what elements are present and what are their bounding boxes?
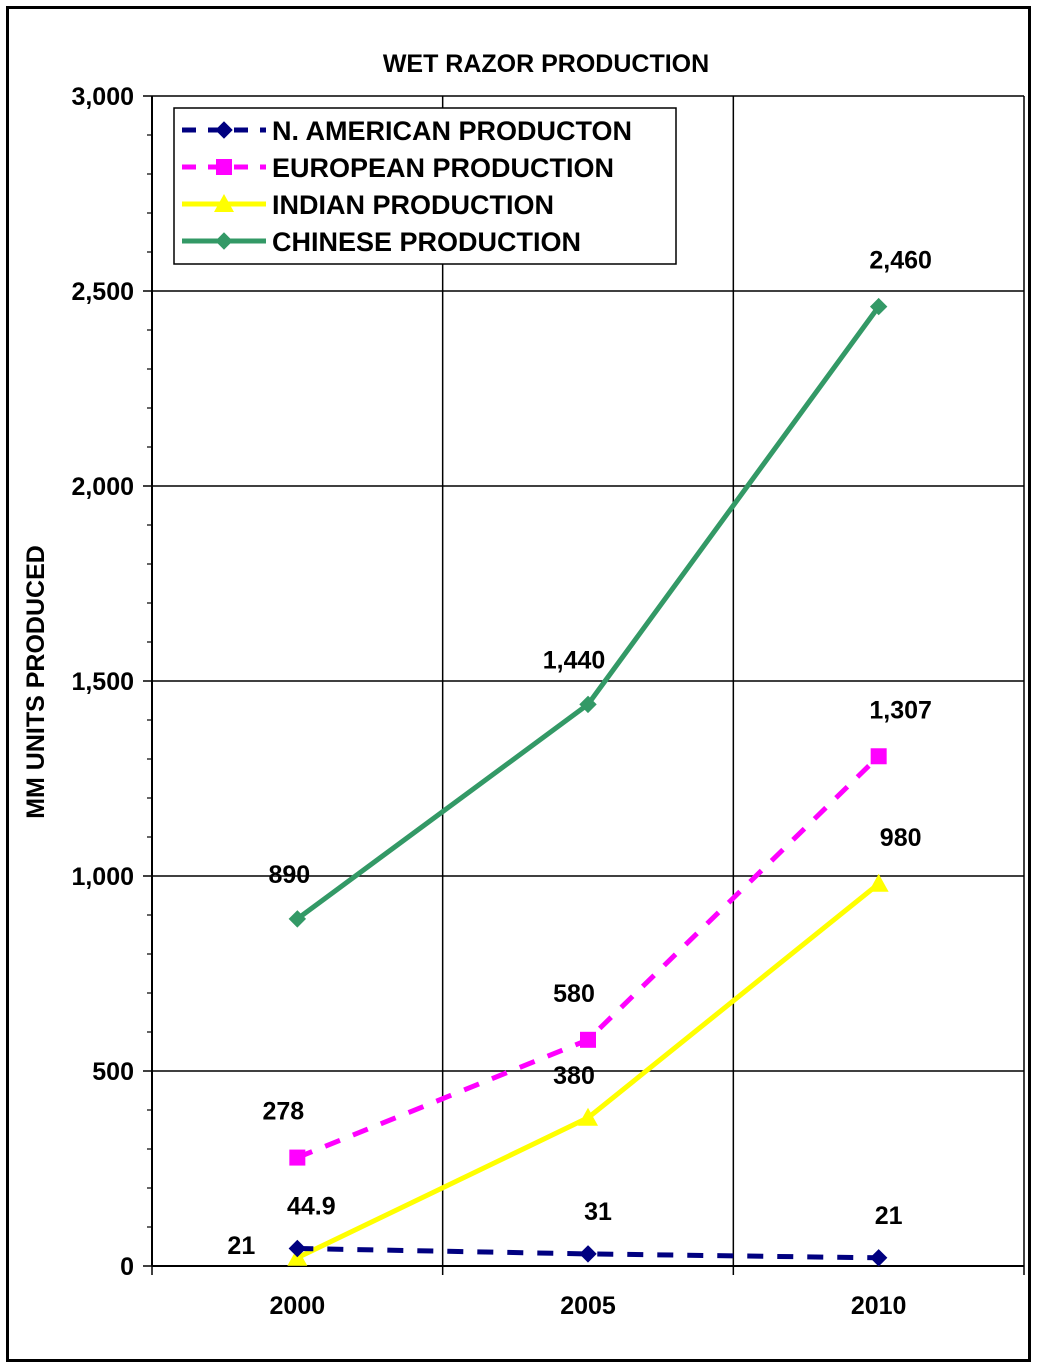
y-tick-label: 0 (120, 1253, 134, 1281)
series-layer: 44.9 31 21 278 580 1,307 21 380 980 890 1,440 2,460 (227, 247, 932, 1267)
data-label: 580 (553, 980, 595, 1008)
axes: 0 500 1,000 1,500 2,000 2,500 3,000 2000 2005 201… (71, 83, 1025, 1320)
legend-marker (214, 194, 234, 212)
y-tick-label: 2,500 (71, 278, 134, 306)
data-point (580, 1031, 596, 1048)
series-3 (288, 297, 888, 928)
legend-entry: EUROPEAN PRODUCTION (182, 153, 614, 183)
legend-box (173, 107, 677, 265)
legend-marker (215, 121, 233, 139)
legend-marker (216, 159, 232, 175)
series-2 (287, 873, 889, 1266)
data-point (579, 695, 597, 714)
y-tick-label: 500 (92, 1058, 134, 1086)
data-point (870, 748, 887, 765)
y-tick-label: 1,000 (71, 863, 134, 891)
data-point (869, 1249, 888, 1267)
data-label: 44.9 (287, 1192, 336, 1220)
legend: N. AMERICAN PRODUCTON EUROPEAN PRODUCTION… (173, 107, 677, 265)
data-label: 1,440 (543, 646, 606, 674)
x-tick-label: 2000 (270, 1292, 326, 1320)
y-tick-label: 3,000 (71, 83, 134, 111)
data-point (289, 1149, 306, 1166)
data-point (288, 910, 307, 928)
legend-label: CHINESE PRODUCTION (272, 227, 581, 257)
chart-title: WET RAZOR PRODUCTION (383, 50, 709, 78)
series-1 (289, 748, 887, 1166)
series-line (297, 1245, 879, 1261)
data-point (578, 1107, 598, 1126)
legend-label: N. AMERICAN PRODUCTON (272, 116, 632, 146)
x-tick-label: 2005 (560, 1292, 616, 1320)
legend-label: INDIAN PRODUCTION (272, 190, 554, 220)
data-label: 2,460 (869, 247, 932, 275)
data-label: 21 (227, 1232, 255, 1260)
y-tick-label: 1,500 (71, 668, 134, 696)
data-label: 890 (268, 861, 310, 889)
legend-entry: N. AMERICAN PRODUCTON (182, 116, 632, 146)
legend-entry: INDIAN PRODUCTION (182, 190, 554, 220)
legend-label: EUROPEAN PRODUCTION (272, 153, 614, 183)
series-0 (288, 1239, 888, 1267)
data-point (868, 873, 889, 892)
data-label: 31 (584, 1198, 612, 1226)
data-label: 380 (553, 1062, 595, 1090)
data-label: 1,307 (869, 696, 932, 724)
data-point (288, 1239, 307, 1258)
data-point (869, 297, 888, 316)
data-label: 980 (880, 824, 922, 852)
legend-marker (215, 232, 233, 250)
y-tick-label: 2,000 (71, 473, 134, 501)
legend-entry: CHINESE PRODUCTION (182, 227, 581, 257)
series-line (295, 305, 881, 921)
gridlines (152, 95, 1025, 1266)
x-tick-label: 2010 (851, 1292, 907, 1320)
y-axis-label: MM UNITS PRODUCED (22, 545, 50, 819)
data-label: 278 (262, 1098, 304, 1126)
data-label: 21 (875, 1202, 903, 1230)
data-point (579, 1245, 597, 1263)
